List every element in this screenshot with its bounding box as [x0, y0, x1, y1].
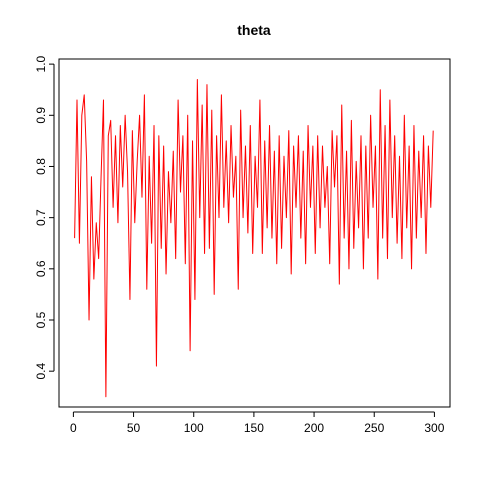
y-tick-label: 0.7: [34, 209, 48, 226]
x-tick-label: 150: [244, 421, 264, 435]
x-tick-label: 200: [304, 421, 324, 435]
x-tick-label: 50: [127, 421, 141, 435]
chart-title: theta: [237, 22, 271, 38]
y-tick-label: 1.0: [34, 55, 48, 72]
x-tick-label: 300: [424, 421, 444, 435]
x-tick-label: 100: [184, 421, 204, 435]
y-tick-label: 0.4: [34, 363, 48, 380]
y-tick-label: 0.6: [34, 260, 48, 277]
y-tick-label: 0.8: [34, 158, 48, 175]
plot-frame: [58, 58, 451, 408]
y-tick-label: 0.5: [34, 311, 48, 328]
y-axis: 0.4 0.5 0.6 0.7 0.8 0.9 1.0: [34, 55, 55, 380]
series-line-0: [74, 78, 434, 398]
y-tick-label: 0.9: [34, 107, 48, 124]
series-layer: [74, 78, 434, 398]
x-tick-label: 0: [70, 421, 77, 435]
x-tick-label: 250: [364, 421, 384, 435]
x-axis: 0 50 100 150 200 250 300: [70, 411, 445, 435]
